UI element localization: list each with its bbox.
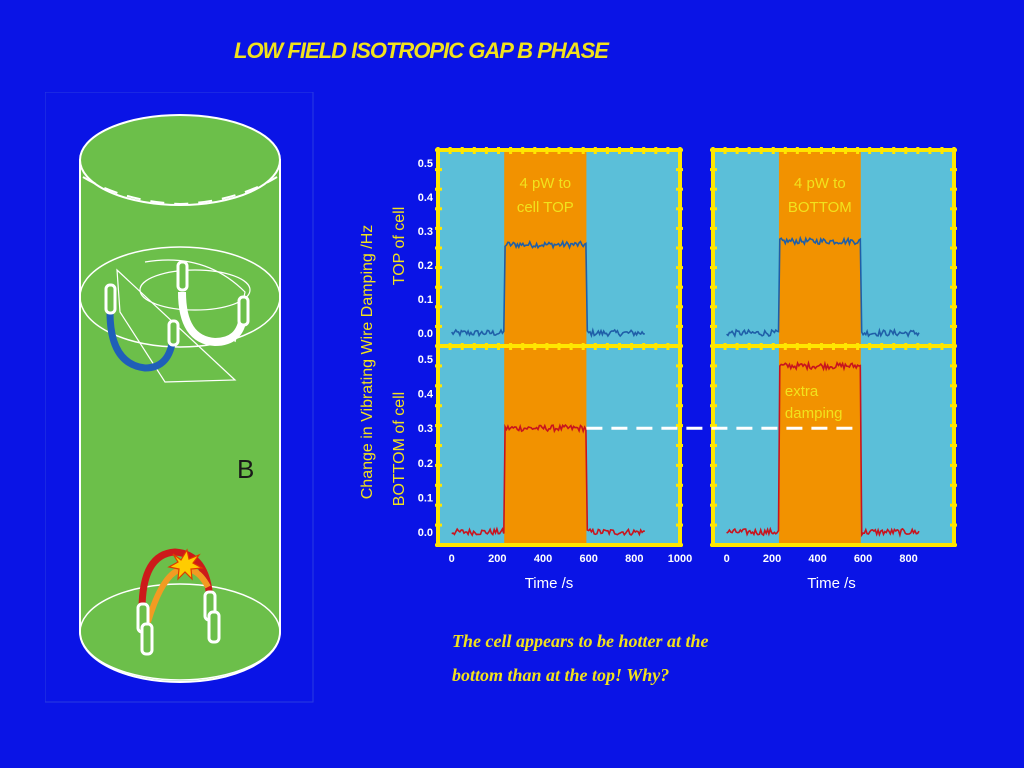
blue-vibrating-wire bbox=[106, 311, 177, 372]
caption-line-2: bottom than at the top! Why? bbox=[452, 665, 670, 685]
heater-spark-icon bbox=[167, 548, 204, 581]
annotation-c1-1: BOTTOM bbox=[788, 199, 852, 216]
ytick-label-r0-1: 0.1 bbox=[418, 294, 433, 306]
heat-band-c0-r0 bbox=[504, 150, 587, 346]
xaxis-label-c1: Time /s bbox=[807, 575, 856, 592]
annotation-extra-c1-1: damping bbox=[785, 405, 843, 422]
xtick-label-c1-1: 200 bbox=[763, 553, 781, 565]
xaxis-label-c0: Time /s bbox=[525, 575, 574, 592]
caption-line-1: The cell appears to be hotter at the bbox=[452, 631, 709, 651]
xtick-label-c0-4: 800 bbox=[625, 553, 643, 565]
ytick-label-r1-2: 0.2 bbox=[418, 458, 433, 470]
xtick-label-c1-4: 800 bbox=[899, 553, 917, 565]
ylabel-top-row: TOP of cell bbox=[391, 207, 408, 286]
top-wire-outline bbox=[116, 268, 237, 383]
xtick-label-c0-5: 1000 bbox=[668, 553, 692, 565]
trace-c1-r1 bbox=[726, 360, 920, 538]
bottom-post-4 bbox=[207, 610, 221, 644]
xtick-label-c1-0: 0 bbox=[724, 553, 730, 565]
heat-band-c1-r1 bbox=[778, 346, 861, 545]
top-inner-disc bbox=[139, 269, 251, 311]
annotation-c0-0: 4 pW to bbox=[519, 175, 571, 192]
white-vibrating-wire bbox=[178, 291, 247, 347]
ytick-label-r0-2: 0.2 bbox=[418, 260, 433, 272]
trace-c1-r0 bbox=[726, 235, 920, 338]
ytick-label-r1-3: 0.3 bbox=[418, 423, 433, 435]
ytick-label-r1-1: 0.1 bbox=[418, 492, 433, 504]
top-post-1 bbox=[104, 283, 117, 315]
annotation-c1-0: 4 pW to bbox=[794, 175, 846, 192]
ytick-label-r1-0: 0.0 bbox=[418, 527, 433, 539]
heat-band-c1-r0 bbox=[778, 150, 861, 346]
heat-band-c0-r1 bbox=[504, 346, 587, 545]
ytick-label-r0-0: 0.0 bbox=[418, 328, 433, 340]
bottom-post-2 bbox=[140, 622, 154, 656]
inner-dashed-edge bbox=[82, 176, 278, 206]
top-disc bbox=[79, 246, 281, 348]
slide-title: LOW FIELD ISOTROPIC GAP B PHASE bbox=[234, 38, 609, 63]
diagram-frame bbox=[45, 92, 314, 703]
ytick-label-r0-4: 0.4 bbox=[418, 192, 434, 204]
annotation-c0-1: cell TOP bbox=[517, 199, 574, 216]
top-post-2 bbox=[167, 319, 180, 347]
bottom-disc bbox=[79, 583, 281, 681]
top-wire-outline-2 bbox=[144, 259, 246, 343]
xtick-label-c0-3: 600 bbox=[579, 553, 597, 565]
orange-heater-wire bbox=[145, 566, 211, 623]
red-heater-wire bbox=[138, 548, 214, 611]
ytick-label-r1-4: 0.4 bbox=[418, 389, 434, 401]
trace-c0-r0 bbox=[451, 239, 645, 339]
ytick-label-r1-5: 0.5 bbox=[418, 354, 433, 366]
trace-c0-r1 bbox=[451, 423, 645, 537]
xtick-label-c0-0: 0 bbox=[449, 553, 455, 565]
annotation-extra-c1-0: extra bbox=[785, 383, 819, 400]
xtick-label-c1-3: 600 bbox=[854, 553, 872, 565]
xtick-label-c0-2: 400 bbox=[534, 553, 552, 565]
caption: The cell appears to be hotter at the bot… bbox=[452, 624, 812, 692]
cell-diagram: B bbox=[45, 92, 314, 703]
ylabel-main: Change in Vibrating Wire Damping /Hz bbox=[359, 225, 376, 500]
phase-label: B bbox=[237, 454, 254, 484]
xtick-label-c1-2: 400 bbox=[808, 553, 826, 565]
ytick-label-r0-5: 0.5 bbox=[418, 158, 433, 170]
top-post-4 bbox=[237, 295, 250, 327]
top-post-3 bbox=[176, 260, 189, 292]
xtick-label-c0-1: 200 bbox=[488, 553, 506, 565]
ytick-label-r0-3: 0.3 bbox=[418, 226, 433, 238]
ylabel-bottom-row: BOTTOM of cell bbox=[391, 392, 408, 506]
